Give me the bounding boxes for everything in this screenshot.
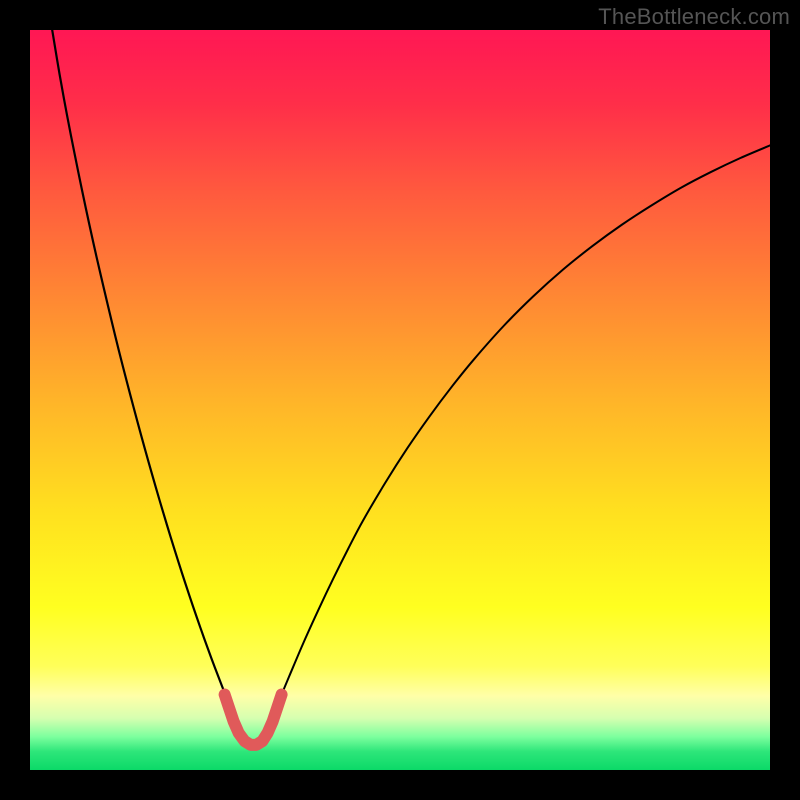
- curve-bottleneck-curve-right: [279, 145, 770, 699]
- watermark-text: TheBottleneck.com: [598, 4, 790, 30]
- outer-frame: TheBottleneck.com: [0, 0, 800, 800]
- plot-area: [30, 30, 770, 770]
- highlight-optimal-red-overlay: [225, 695, 282, 745]
- chart-svg: [30, 30, 770, 770]
- curve-bottleneck-curve-left: [52, 30, 227, 700]
